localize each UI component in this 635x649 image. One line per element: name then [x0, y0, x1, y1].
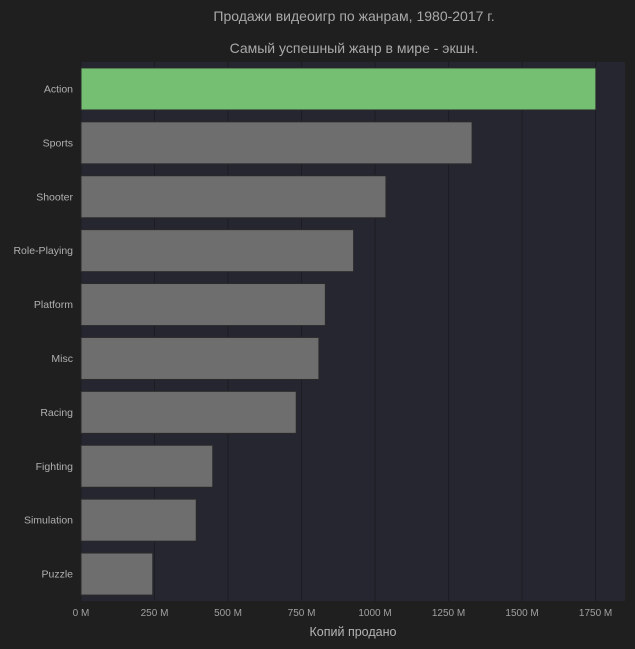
bar-sports — [80, 121, 473, 165]
bar-fighting — [80, 444, 214, 488]
bar-shooter — [80, 175, 387, 219]
x-tick-label: 1250 M — [432, 608, 465, 619]
bar-racing — [80, 390, 297, 434]
x-tick-label: 0 M — [73, 608, 90, 619]
x-tick-label: 500 M — [214, 608, 242, 619]
category-label: Simulation — [24, 515, 73, 527]
x-tick-labels: 0 M 250 M 500 M 750 M 1000 M 1250 M 1500 M 1750… — [73, 608, 613, 619]
bar-role-playing — [80, 229, 355, 273]
category-labels: Action Sports Shooter Role-Playing Platform M… — [13, 83, 73, 580]
x-tick-label: 1750 M — [579, 608, 612, 619]
category-label: Action — [44, 83, 73, 95]
bar-action — [80, 67, 597, 111]
chart-subtitle: Самый успешный жанр в мире - экшн. — [229, 40, 479, 56]
bar-misc — [80, 336, 320, 380]
bar-simulation — [80, 498, 197, 542]
x-axis-title: Копий продано — [310, 625, 397, 639]
category-label: Sports — [43, 137, 73, 149]
category-label: Misc — [51, 353, 73, 365]
category-label: Shooter — [36, 191, 73, 203]
x-tick-label: 1500 M — [505, 608, 538, 619]
category-label: Role-Playing — [13, 245, 73, 257]
category-label: Racing — [40, 407, 73, 419]
category-label: Puzzle — [41, 569, 73, 581]
category-label: Fighting — [36, 461, 74, 473]
bar-puzzle — [80, 552, 154, 596]
chart-title: Продажи видеоигр по жанрам, 1980-2017 г. — [213, 8, 495, 24]
category-label: Platform — [34, 299, 73, 311]
x-tick-label: 750 M — [288, 608, 316, 619]
x-tick-label: 1000 M — [358, 608, 391, 619]
x-tick-label: 250 M — [141, 608, 169, 619]
bars — [80, 67, 597, 596]
bar-platform — [80, 283, 326, 327]
